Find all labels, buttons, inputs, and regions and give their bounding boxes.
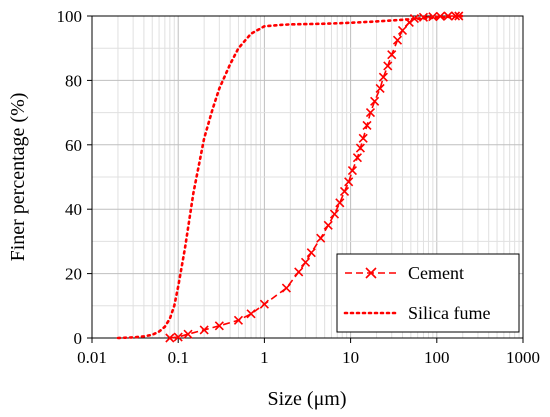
cement-data-point — [418, 12, 429, 22]
cement-data-point — [306, 248, 316, 258]
cement-data-point — [281, 283, 291, 293]
cement-data-point — [362, 120, 372, 131]
cement-data-point — [355, 143, 365, 153]
legend-label-silica-fume: Silica fume — [408, 303, 490, 323]
y-axis-title: Finer percentage (%) — [7, 93, 29, 262]
series-layer — [116, 11, 465, 343]
y-tick-label: 80 — [65, 71, 82, 90]
cement-data-point — [316, 233, 326, 243]
cement-data-point — [294, 267, 304, 277]
y-tick-label: 0 — [74, 329, 83, 348]
cement-data-point — [233, 315, 244, 325]
cement-data-point — [344, 177, 354, 187]
cement-data-point — [214, 321, 224, 331]
legend-item-cement: Cement — [345, 263, 464, 283]
cement-data-point — [339, 186, 350, 197]
cement-data-point — [347, 165, 357, 176]
x-axis-title: Size (μm) — [267, 388, 346, 410]
x-tick-label: 10 — [342, 348, 359, 367]
x-tick-label: 0.1 — [168, 348, 189, 367]
cement-data-point — [358, 133, 368, 143]
cement-series — [165, 11, 464, 343]
y-tick-label: 60 — [65, 136, 82, 155]
legend-items: Cement Silica fume — [343, 263, 490, 323]
cement-data-point — [246, 309, 256, 319]
cement-data-point — [329, 209, 340, 219]
cement-data-point — [165, 333, 175, 343]
x-tick-label: 1000 — [506, 348, 540, 367]
cement-data-point — [199, 325, 209, 335]
cement-data-point — [435, 11, 445, 21]
x-tick-label: 1 — [260, 348, 269, 367]
y-tick-label: 20 — [65, 265, 82, 284]
cement-data-point — [259, 299, 269, 309]
cement-data-point — [375, 83, 385, 94]
cement-data-point — [323, 220, 333, 230]
cement-data-point — [365, 108, 376, 118]
legend-marker-cement — [365, 267, 377, 279]
x-tick-label: 0.01 — [77, 348, 107, 367]
cement-data-point — [378, 72, 388, 82]
cement-data-point — [300, 257, 311, 267]
cement-data-point — [383, 61, 393, 71]
y-tick-label: 40 — [65, 200, 82, 219]
cement-data-point — [173, 332, 183, 342]
cement-data-point — [352, 153, 362, 163]
cement-data-point — [183, 329, 193, 339]
silica-fume-series — [116, 14, 465, 340]
legend-item-silica-fume: Silica fume — [343, 303, 490, 323]
x-tick-label: 100 — [424, 348, 450, 367]
cement-data-point — [392, 35, 403, 45]
legend: Cement Silica fume — [336, 253, 520, 333]
plot-frame — [91, 15, 524, 339]
legend-box — [336, 253, 520, 333]
cement-data-point — [387, 50, 397, 60]
silica-fume-line — [116, 14, 465, 340]
cement-data-point — [335, 198, 345, 208]
legend-label-cement: Cement — [408, 263, 464, 283]
ticks: 0.01 0.1 1 10 100 1000 0 20 40 60 80 100 — [57, 7, 541, 367]
y-tick-label: 100 — [57, 7, 83, 26]
cement-data-point — [370, 96, 380, 106]
cement-data-point — [397, 25, 408, 36]
